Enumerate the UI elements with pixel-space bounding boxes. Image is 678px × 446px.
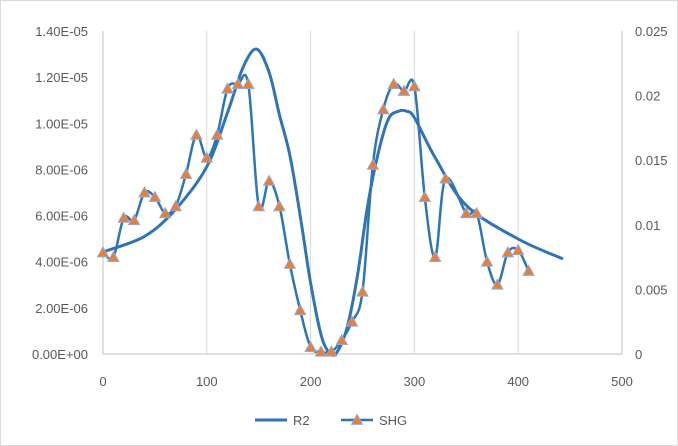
shg-point-390 [501, 245, 515, 258]
shg-point-240 [345, 315, 359, 327]
y-right-tick-label: 0.015 [635, 153, 668, 168]
y-left-tick-label: 2.00E-06 [35, 301, 88, 316]
x-tick-label-400: 400 [507, 374, 529, 389]
shg-point-220 [325, 345, 338, 357]
shg-point-400 [511, 243, 525, 256]
series-line-r2 [101, 47, 564, 357]
shg-point-290 [397, 84, 411, 96]
shg-point-30 [127, 213, 141, 226]
x-tick-label-0: 0 [99, 374, 106, 389]
shg-point-410 [522, 264, 535, 276]
axes [102, 31, 623, 355]
y-axis-left-ticks: 0.00E+00 2.00E-06 4.00E-06 6.00E-06 8.00E-06… [32, 24, 88, 362]
shg-point-40 [138, 185, 151, 198]
shg-point-230 [335, 333, 349, 346]
y-right-tick-label: 0 [635, 347, 642, 362]
y-left-tick-label: 8.00E-06 [35, 162, 88, 177]
shg-point-210 [314, 345, 328, 357]
x-tick-label-300: 300 [404, 374, 426, 389]
y-right-tick-label: 0.02 [635, 89, 660, 104]
series-shg [96, 73, 535, 357]
shg-point-110 [210, 128, 224, 140]
shg-point-330 [439, 172, 452, 184]
shg-point-370 [480, 255, 494, 267]
x-tick-label-100: 100 [196, 374, 218, 389]
shg-point-380 [491, 278, 504, 290]
shg-point-20 [117, 211, 131, 223]
y-right-tick-label: 0.005 [635, 282, 668, 297]
legend-label-shg: SHG [379, 413, 407, 428]
shg-point-90 [190, 128, 203, 140]
shg-point-160 [262, 174, 276, 186]
shg-point-300 [408, 79, 421, 92]
x-axis-ticks: 0 100 200 300 400 500 [99, 374, 632, 389]
gridlines [206, 31, 519, 354]
shg-point-260 [366, 158, 380, 170]
y-right-tick-label: 0.025 [635, 24, 668, 39]
shg-point-360 [470, 206, 484, 219]
series-r2 [101, 47, 564, 357]
legend-label-r2: R2 [293, 413, 310, 428]
y-left-tick-label: 6.00E-06 [35, 209, 88, 224]
shg-point-270 [376, 102, 390, 115]
shg-point-50 [148, 190, 162, 203]
x-tick-label-200: 200 [300, 374, 322, 389]
shg-point-10 [107, 250, 120, 262]
shg-point-70 [169, 199, 183, 212]
shg-point-190 [293, 303, 307, 316]
x-tick-label-500: 500 [611, 374, 633, 389]
y-left-tick-label: 1.20E-05 [35, 70, 88, 85]
shg-point-280 [387, 77, 400, 89]
shg-point-250 [356, 285, 369, 297]
shg-point-60 [158, 206, 172, 219]
legend: R2 SHG [255, 413, 407, 428]
shg-point-0 [96, 245, 110, 258]
y-left-tick-label: 4.00E-06 [35, 255, 88, 270]
shg-point-100 [200, 151, 214, 163]
y-axis-right-ticks: 0 0.005 0.01 0.015 0.02 0.025 [635, 24, 668, 362]
legend-swatch-shg-marker [350, 413, 364, 425]
y-left-tick-label: 1.40E-05 [35, 24, 88, 39]
shg-point-180 [283, 257, 297, 269]
shg-point-170 [273, 199, 286, 212]
shg-point-310 [418, 190, 432, 203]
y-left-tick-label: 0.00E+00 [32, 347, 88, 362]
y-right-tick-label: 0.01 [635, 218, 660, 233]
shg-point-200 [304, 340, 317, 352]
shg-point-120 [221, 82, 234, 94]
shg-point-150 [252, 199, 266, 212]
y-left-tick-label: 1.00E-05 [35, 116, 88, 131]
shg-point-350 [459, 206, 473, 219]
shg-point-130 [231, 77, 245, 89]
shg-point-320 [428, 250, 442, 262]
shg-point-140 [241, 77, 255, 89]
shg-point-80 [179, 167, 193, 179]
